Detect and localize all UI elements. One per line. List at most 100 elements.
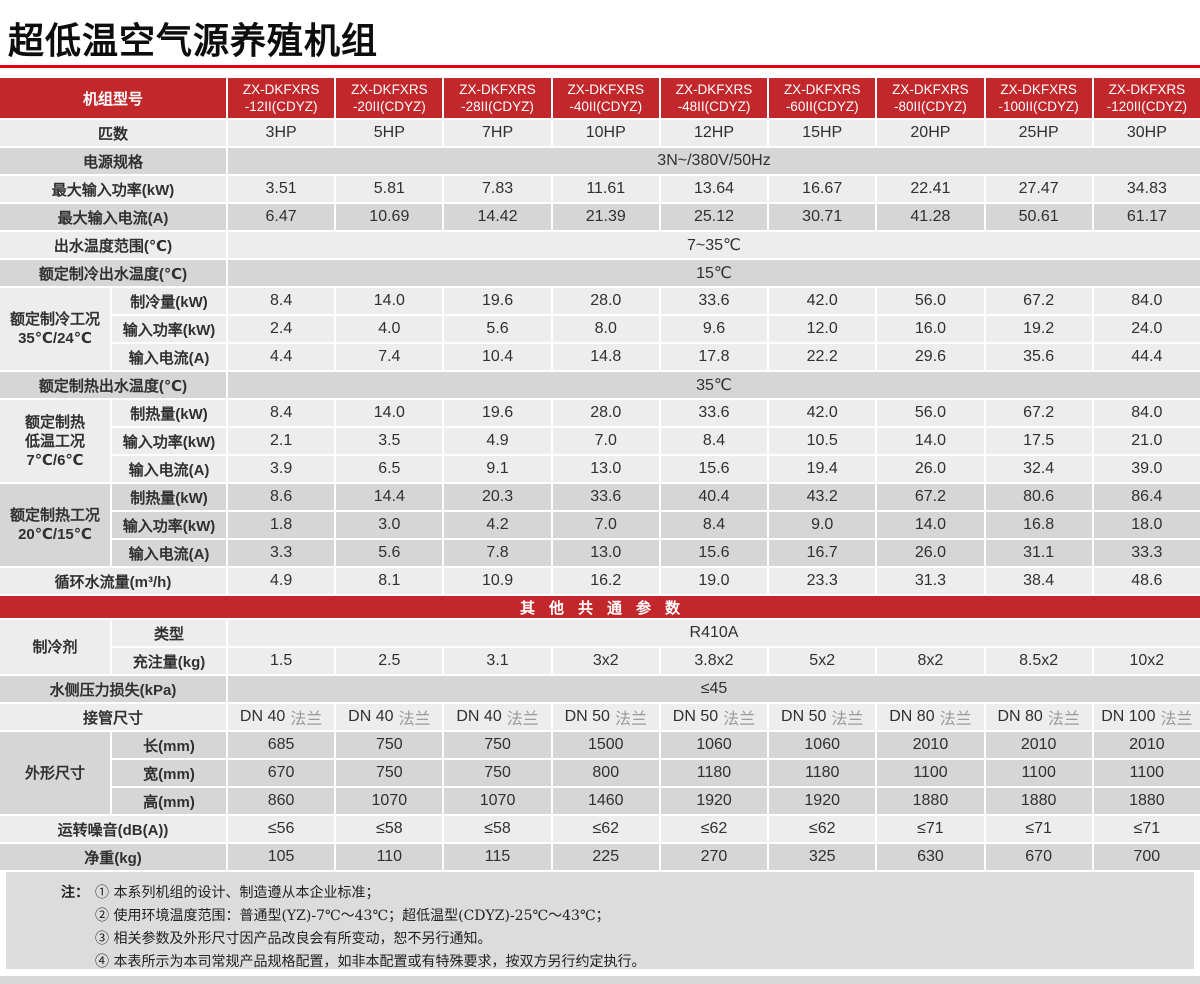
flange-label: 法兰: [506, 711, 539, 728]
value-cell: 9.6: [660, 316, 768, 342]
group-rows: 制热量(kW) 8.6 14.4 20.3 33.6 40.4 43.2 67.2 80.6 86…: [112, 484, 1200, 566]
value-cell: 3.8x2: [660, 648, 768, 674]
table-row: 额定制热出水温度(℃) 35℃: [0, 372, 1200, 398]
value-cell: ≤71: [877, 816, 984, 842]
table-header-row: 机组型号 ZX-DKFXRS -12II(CDYZ) ZX-DKFXRS -20II(C…: [0, 78, 1200, 118]
table-row: 输入功率(kW) 2.4 4.0 5.6 8.0 9.6 12.0 16.0 19.2 24.0: [112, 316, 1200, 342]
value-cell: 50.61: [985, 204, 1092, 230]
header-model-cell: ZX-DKFXRS -80II(CDYZ): [877, 78, 984, 118]
value-cell: 40.4: [660, 484, 768, 510]
value-cell: ≤62: [769, 816, 876, 842]
pipe-size: DN 80: [997, 708, 1043, 725]
value-cell: 630: [877, 844, 984, 870]
value-cell: 25.12: [660, 204, 768, 230]
value-cell: 7.0: [552, 428, 659, 454]
value-cell: 21.0: [1093, 428, 1200, 454]
value-cell: 13.64: [660, 176, 768, 202]
value-cell: 1070: [336, 788, 443, 814]
value-cell: 7HP: [444, 120, 551, 146]
group-label: 外形尺寸: [0, 732, 110, 814]
value-cell: 35.6: [985, 344, 1092, 370]
value-cell: 670: [985, 844, 1092, 870]
value-cell: 2010: [985, 732, 1092, 758]
table-row: 输入功率(kW) 2.1 3.5 4.9 7.0 8.4 10.5 14.0 17.5 21.0: [112, 428, 1200, 454]
pipe-size: DN 40: [239, 708, 286, 725]
spec-table: 机组型号 ZX-DKFXRS -12II(CDYZ) ZX-DKFXRS -20II(C…: [0, 78, 1200, 870]
table-row: 出水温度范围(℃) 7~35℃: [0, 232, 1200, 258]
value-cell: 20.3: [444, 484, 551, 510]
value-cell: 10HP: [552, 120, 659, 146]
value-cell: 56.0: [877, 288, 984, 314]
model-line2: -28II(CDYZ): [461, 99, 534, 114]
pipe-size: DN 40: [456, 708, 502, 725]
table-row: 最大输入功率(kW) 3.51 5.81 7.83 11.61 13.64 16.67 22.…: [0, 176, 1200, 202]
value-cell: 325: [769, 844, 876, 870]
group-label-line: 35℃/24℃: [18, 330, 92, 347]
table-row: 制冷量(kW) 8.4 14.0 19.6 28.0 33.6 42.0 56.0 67.2 84…: [112, 288, 1200, 314]
page-title: 超低温空气源养殖机组: [8, 20, 379, 61]
value-cell: 8x2: [877, 648, 984, 674]
value-cell: 1180: [660, 760, 768, 786]
value-cell: 43.2: [769, 484, 876, 510]
model-line2: -100II(CDYZ): [998, 99, 1079, 114]
value-cell: 750: [444, 732, 551, 758]
value-cell: 4.9: [228, 568, 335, 594]
value-cell: 16.0: [877, 316, 984, 342]
value-cell: 4.4: [228, 344, 335, 370]
pipe-size: DN 100: [1101, 708, 1156, 725]
group-label-line: 低温工况: [24, 432, 85, 450]
value-cell: 14.4: [336, 484, 443, 510]
flange-label: 法兰: [723, 711, 756, 728]
row-group: 制冷剂 类型 R410A 充注量(kg) 1.5 2.5 3.1 3x2 3.8x2 5x2 8x2…: [0, 620, 1200, 674]
value-cell: 19.2: [985, 316, 1092, 342]
value-cell: 8.1: [336, 568, 443, 594]
value-cell: 14.0: [877, 428, 984, 454]
value-cell: 15.6: [660, 540, 768, 566]
group-label: 额定制热 低温工况 7℃/6℃: [0, 400, 110, 482]
value-cell: 1880: [877, 788, 984, 814]
value-cell: 27.47: [985, 176, 1092, 202]
value-cell: 750: [336, 732, 443, 758]
flange-label: 法兰: [290, 711, 323, 728]
value-cell: 13.0: [552, 540, 659, 566]
value-cell: 4.9: [444, 428, 551, 454]
value-cell: 61.17: [1093, 204, 1200, 230]
sub-label: 输入功率(kW): [112, 316, 226, 342]
value-cell: 270: [660, 844, 768, 870]
value-cell: 6.5: [336, 456, 443, 482]
value-cell: 3.0: [336, 512, 443, 538]
model-line1: ZX-DKFXRS: [567, 82, 645, 97]
value-cell: 30.71: [769, 204, 876, 230]
sub-label: 输入电流(A): [112, 344, 226, 370]
value-cell: 14.0: [336, 400, 443, 426]
table-row: 匹数 3HP 5HP 7HP 10HP 12HP 15HP 20HP 25HP 30HP: [0, 120, 1200, 146]
pipe-size: DN 50: [781, 708, 827, 725]
value-cell: 33.6: [660, 400, 768, 426]
row-group: 外形尺寸 长(mm) 685 750 750 1500 1060 1060 2010 2010 20…: [0, 732, 1200, 814]
value-cell: 1920: [660, 788, 768, 814]
flange-label: 法兰: [1047, 711, 1080, 728]
group-label-line: 20℃/15℃: [18, 526, 92, 543]
value-cell: 12HP: [660, 120, 768, 146]
group-label-line: 额定制热: [24, 413, 85, 431]
value-cell: 10.69: [336, 204, 443, 230]
value-cell: 44.4: [1093, 344, 1200, 370]
value-cell: 1880: [985, 788, 1092, 814]
value-cell: 1460: [552, 788, 659, 814]
value-cell: DN 100 法兰: [1093, 704, 1200, 730]
group-rows: 长(mm) 685 750 750 1500 1060 1060 2010 2010 2010 宽(…: [112, 732, 1200, 814]
title-rule: [0, 65, 1200, 68]
value-cell: 80.6: [985, 484, 1092, 510]
sub-label: 类型: [112, 620, 226, 646]
value-cell: 1100: [877, 760, 984, 786]
value-cell: 1880: [1093, 788, 1200, 814]
value-cell: 10.4: [444, 344, 551, 370]
value-cell: 33.6: [660, 288, 768, 314]
value-cell: 14.0: [877, 512, 984, 538]
table-row: 输入电流(A) 4.4 7.4 10.4 14.8 17.8 22.2 29.6 35.6 44.…: [112, 344, 1200, 370]
group-label-line: 额定制冷工况: [9, 311, 100, 328]
model-line1: ZX-DKFXRS: [459, 82, 536, 97]
table-row: 水侧压力损失(kPa) ≤45: [0, 676, 1200, 702]
sub-label: 高(mm): [112, 788, 226, 814]
value-cell: 4.0: [336, 316, 443, 342]
